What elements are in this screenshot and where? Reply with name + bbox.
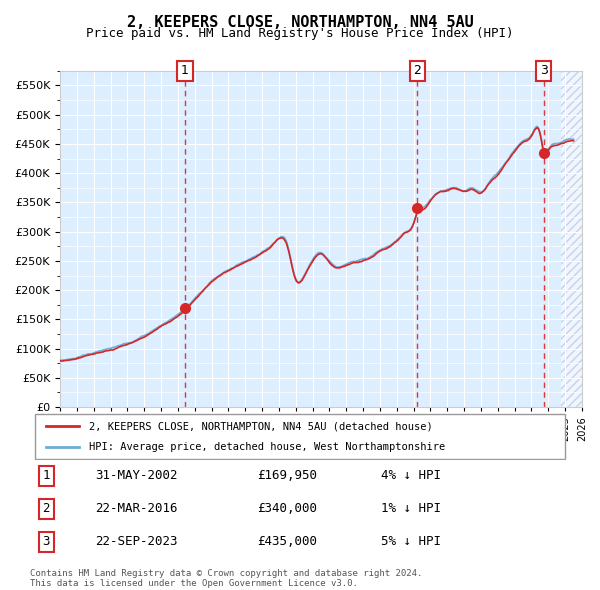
- Text: 2, KEEPERS CLOSE, NORTHAMPTON, NN4 5AU: 2, KEEPERS CLOSE, NORTHAMPTON, NN4 5AU: [127, 15, 473, 30]
- Text: 1: 1: [43, 469, 50, 483]
- Text: 31-MAY-2002: 31-MAY-2002: [95, 469, 178, 483]
- Text: 22-MAR-2016: 22-MAR-2016: [95, 502, 178, 516]
- Text: 3: 3: [539, 64, 548, 77]
- Text: 2: 2: [43, 502, 50, 516]
- Text: 2: 2: [413, 64, 421, 77]
- Bar: [561, 71, 582, 407]
- Text: HPI: Average price, detached house, West Northamptonshire: HPI: Average price, detached house, West…: [89, 442, 446, 452]
- Text: 22-SEP-2023: 22-SEP-2023: [95, 535, 178, 549]
- Text: 2, KEEPERS CLOSE, NORTHAMPTON, NN4 5AU (detached house): 2, KEEPERS CLOSE, NORTHAMPTON, NN4 5AU (…: [89, 421, 433, 431]
- Text: £340,000: £340,000: [257, 502, 317, 516]
- Text: 3: 3: [43, 535, 50, 549]
- Text: Price paid vs. HM Land Registry's House Price Index (HPI): Price paid vs. HM Land Registry's House …: [86, 27, 514, 40]
- Text: 4% ↓ HPI: 4% ↓ HPI: [381, 469, 441, 483]
- Text: This data is licensed under the Open Government Licence v3.0.: This data is licensed under the Open Gov…: [30, 579, 358, 588]
- Text: £169,950: £169,950: [257, 469, 317, 483]
- Text: 5% ↓ HPI: 5% ↓ HPI: [381, 535, 441, 549]
- Text: 1% ↓ HPI: 1% ↓ HPI: [381, 502, 441, 516]
- Text: 1: 1: [181, 64, 189, 77]
- Text: £435,000: £435,000: [257, 535, 317, 549]
- FancyBboxPatch shape: [35, 414, 565, 459]
- Text: Contains HM Land Registry data © Crown copyright and database right 2024.: Contains HM Land Registry data © Crown c…: [30, 569, 422, 578]
